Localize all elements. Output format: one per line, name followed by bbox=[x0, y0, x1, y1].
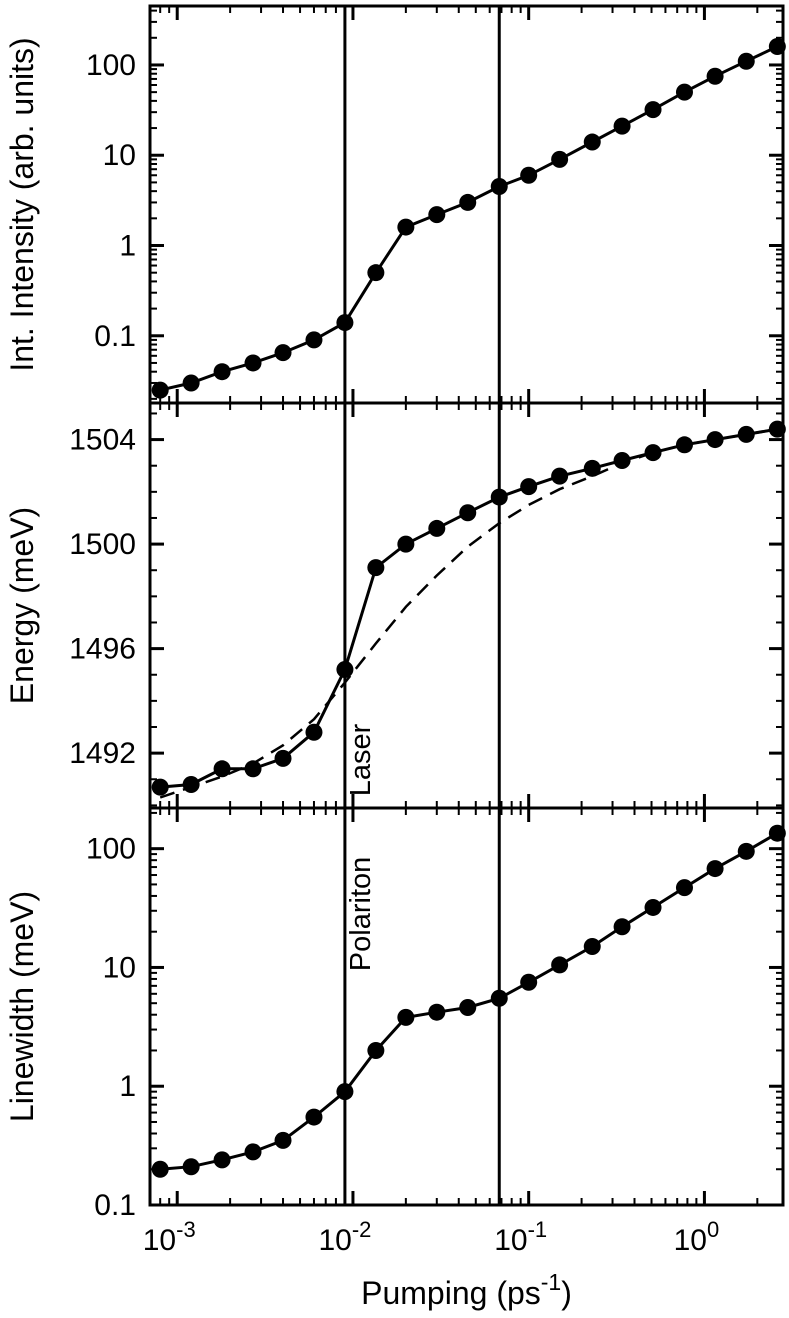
data-point bbox=[151, 1160, 169, 1178]
y-tick-label: 100 bbox=[86, 49, 136, 82]
y-tick-label: 1500 bbox=[69, 528, 136, 561]
data-point bbox=[397, 218, 415, 236]
data-point bbox=[737, 842, 755, 860]
data-point bbox=[644, 444, 662, 462]
panel-border bbox=[148, 401, 785, 810]
data-point bbox=[336, 314, 354, 332]
data-point bbox=[305, 723, 323, 741]
series-peak-energy bbox=[160, 427, 778, 789]
x-tick-label: 10-1 bbox=[494, 1217, 547, 1257]
data-point bbox=[274, 344, 292, 362]
data-point bbox=[644, 101, 662, 119]
data-point bbox=[336, 1083, 354, 1101]
data-point bbox=[613, 117, 631, 135]
data-point bbox=[213, 760, 231, 778]
y-tick-label: 1504 bbox=[69, 424, 136, 457]
y-tick-label: 10 bbox=[103, 951, 136, 984]
data-point bbox=[520, 478, 538, 496]
data-point bbox=[367, 1041, 385, 1059]
data-point bbox=[213, 1151, 231, 1169]
panel-border bbox=[148, 806, 785, 1207]
y-tick-label: 0.1 bbox=[94, 320, 136, 353]
data-point bbox=[490, 488, 508, 506]
data-point bbox=[213, 363, 231, 381]
y-axis-label: Energy (meV) bbox=[4, 507, 40, 704]
y-axis-label: Int. Intensity (arb. units) bbox=[4, 37, 40, 371]
data-point bbox=[583, 133, 601, 151]
y-tick-label: 1 bbox=[119, 1070, 136, 1103]
annotation-laser: Laser bbox=[345, 723, 377, 796]
x-tick-label: 10-2 bbox=[318, 1217, 371, 1257]
data-point bbox=[428, 206, 446, 224]
data-point bbox=[551, 150, 569, 168]
data-point bbox=[305, 331, 323, 349]
data-point bbox=[459, 504, 477, 522]
data-point bbox=[490, 178, 508, 196]
data-point bbox=[367, 559, 385, 577]
y-tick-label: 100 bbox=[86, 833, 136, 866]
data-point bbox=[583, 459, 601, 477]
data-point bbox=[675, 879, 693, 897]
y-tick-label: 10 bbox=[103, 139, 136, 172]
y-tick-label: 0.1 bbox=[94, 1189, 136, 1222]
data-point bbox=[706, 860, 724, 878]
data-point bbox=[182, 374, 200, 392]
data-point bbox=[490, 989, 508, 1007]
data-point bbox=[151, 778, 169, 796]
x-tick-label: 10-3 bbox=[143, 1217, 196, 1257]
y-axis-label: Linewidth (meV) bbox=[4, 891, 40, 1122]
series-energy-dashed-model bbox=[159, 427, 778, 799]
data-point bbox=[397, 535, 415, 553]
y-tick-label: 1492 bbox=[69, 737, 136, 770]
data-point bbox=[182, 1158, 200, 1176]
y-tick-label: 1496 bbox=[69, 633, 136, 666]
data-point bbox=[520, 166, 538, 184]
data-point bbox=[244, 760, 262, 778]
data-point bbox=[583, 938, 601, 956]
data-point bbox=[613, 918, 631, 936]
data-point bbox=[244, 354, 262, 372]
y-tick-label: 1 bbox=[119, 230, 136, 263]
data-point bbox=[367, 264, 385, 282]
data-point bbox=[551, 956, 569, 974]
data-point bbox=[675, 83, 693, 101]
data-point bbox=[397, 1008, 415, 1026]
data-point bbox=[151, 381, 169, 399]
data-point bbox=[182, 775, 200, 793]
annotation-polariton: Polariton bbox=[345, 857, 377, 971]
data-point bbox=[706, 67, 724, 85]
data-point bbox=[274, 749, 292, 767]
data-point bbox=[305, 1108, 323, 1126]
data-point bbox=[644, 898, 662, 916]
data-point bbox=[428, 519, 446, 537]
data-point bbox=[459, 193, 477, 211]
data-point bbox=[737, 52, 755, 70]
x-axis-label: Pumping (ps-1) bbox=[361, 1269, 572, 1311]
data-point bbox=[274, 1131, 292, 1149]
x-tick-label: 100 bbox=[674, 1217, 720, 1257]
data-point bbox=[520, 973, 538, 991]
data-point bbox=[459, 999, 477, 1017]
data-point bbox=[675, 436, 693, 454]
data-point bbox=[244, 1143, 262, 1161]
data-point bbox=[336, 661, 354, 679]
data-point bbox=[428, 1003, 446, 1021]
data-point bbox=[551, 467, 569, 485]
